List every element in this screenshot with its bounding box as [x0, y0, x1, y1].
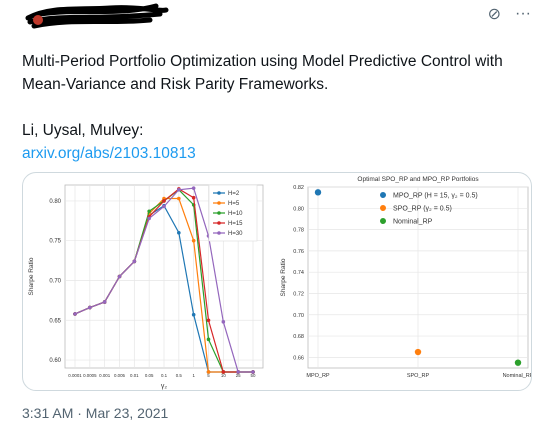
chart2-y-tick-label: 0.80 — [293, 206, 304, 212]
chart1-data-point — [191, 195, 196, 200]
chart2-title: Optimal SPO_RP and MPO_RP Portfolios — [357, 176, 479, 183]
chart1-y-tick-label: 0.80 — [49, 199, 61, 205]
chart1-x-tick-label: 0.5 — [176, 373, 183, 378]
chart2-y-tick-label: 0.70 — [293, 313, 304, 319]
chart1-legend-label: H=30 — [228, 231, 243, 237]
chart1-data-point — [177, 187, 181, 192]
chart1-legend-label: H=10 — [228, 211, 243, 217]
chart1-y-axis-label: Sharpe Ratio — [28, 257, 35, 295]
chart2-legend-label: SPO_RP (γ₂ = 0.5) — [393, 206, 452, 213]
tweet-text: Multi-Period Portfolio Optimization usin… — [22, 50, 532, 165]
chart1-data-point — [162, 204, 166, 209]
chart1-legend-marker — [217, 221, 221, 225]
tweet-actions: ⊘ ··· — [488, 4, 531, 24]
chart1-x-tick-label: 0.1 — [161, 373, 168, 378]
chart1-x-tick-label: 25 — [236, 373, 241, 378]
chart1-y-tick-label: 0.60 — [49, 358, 61, 364]
chart1-data-point — [117, 274, 122, 279]
tweet-title: Multi-Period Portfolio Optimization usin… — [22, 53, 503, 93]
chart1-legend-label: H=5 — [228, 201, 240, 207]
chart1-x-tick-label: 0.001 — [99, 373, 111, 378]
chart1-y-tick-label: 0.75 — [49, 239, 61, 245]
chart2-y-tick-label: 0.74 — [293, 270, 304, 276]
chart1-data-point — [206, 318, 211, 323]
chart1-data-point — [73, 312, 77, 316]
chart1-data-point — [206, 370, 211, 374]
tweet-media-image[interactable]: 0.0001 0.0005 0.001 0.005 0.01 0.05 0.1 0.5 1 5 10… — [22, 172, 532, 391]
chart1-x-tick-label: 10 — [221, 373, 226, 378]
chart1-data-point — [236, 370, 240, 374]
chart1-x-tick-label: 0.01 — [130, 373, 139, 378]
chart2-y-tick-label: 0.82 — [293, 185, 304, 191]
chart1-x-tick-label: 1 — [192, 373, 195, 378]
chart2-legend-marker — [380, 218, 386, 224]
mute-icon[interactable]: ⊘ — [487, 6, 502, 23]
chart1-data-point — [177, 196, 181, 201]
chart1-y-tick-label: 0.70 — [49, 278, 61, 284]
chart1-data-point — [251, 370, 255, 374]
chart1-data-point — [221, 320, 226, 324]
chart1-x-tick-label: 50 — [251, 373, 256, 378]
chart2-data-point — [314, 189, 322, 196]
chart1-data-point — [177, 230, 181, 235]
chart1-data-point — [191, 312, 196, 317]
charts-figure: 0.0001 0.0005 0.001 0.005 0.01 0.05 0.1 0.5 1 5 10… — [28, 176, 532, 390]
chart1-x-tick-label: 0.0001 — [68, 373, 82, 378]
chart1-data-point — [206, 337, 211, 342]
chart1-data-point — [221, 370, 226, 374]
chart1-x-tick-label: 0.005 — [114, 373, 126, 378]
chart1-data-point — [147, 216, 151, 221]
chart1-data-point — [191, 186, 196, 190]
chart2-legend-label: Nominal_RP — [393, 219, 433, 226]
chart1-data-point — [88, 305, 92, 310]
tweet-timestamp[interactable]: 3:31 AM · Mar 23, 2021 — [22, 405, 169, 421]
chart2-y-tick-label: 0.78 — [293, 228, 304, 234]
arxiv-link[interactable]: arxiv.org/abs/2103.10813 — [22, 145, 196, 162]
chart1-x-tick-label: 0.0005 — [83, 373, 97, 378]
redacted-author-scribble — [25, 3, 169, 29]
tweet-authors: Li, Uysal, Mulvey: arxiv.org/abs/2103.10… — [22, 122, 196, 162]
chart2-y-tick-label: 0.68 — [293, 334, 304, 340]
chart2-data-point — [514, 359, 522, 366]
chart1-data-point — [102, 300, 107, 304]
chart2-y-tick-label: 0.72 — [293, 291, 304, 297]
chart2-legend-marker — [380, 192, 386, 198]
chart2-y-tick-label: 0.66 — [293, 355, 304, 361]
chart1-data-point — [132, 259, 137, 264]
chart2-x-tick-label: MPO_RP — [306, 373, 330, 379]
chart1-legend-marker — [217, 191, 221, 195]
chart1-legend-label: H=2 — [228, 191, 240, 197]
more-icon[interactable]: ··· — [515, 5, 531, 22]
chart1-data-point — [147, 209, 151, 214]
chart2-x-tick-label: Nominal_RP — [503, 373, 532, 379]
chart2-x-tick-label: SPO_RP — [407, 373, 430, 379]
chart2-y-axis-label: Sharpe Ratio — [280, 258, 287, 296]
chart1-legend-marker — [217, 201, 221, 205]
chart1-legend-marker — [217, 231, 221, 235]
chart1-legend-marker — [217, 211, 221, 215]
chart1-x-axis-label: γ₂ — [161, 383, 168, 390]
chart2-y-tick-label: 0.76 — [293, 249, 304, 255]
chart2-data-point — [414, 348, 422, 356]
chart1-x-tick-label: 5 — [207, 373, 210, 378]
chart1-data-point — [191, 238, 196, 243]
chart1-y-tick-label: 0.65 — [49, 318, 61, 324]
chart1-data-point — [162, 199, 166, 203]
chart2-legend-label: MPO_RP (H = 15, γ₂ = 0.5) — [393, 193, 478, 200]
chart1-legend-label: H=15 — [228, 221, 243, 227]
chart2-legend-marker — [380, 205, 386, 211]
chart1-x-tick-label: 0.05 — [145, 373, 154, 378]
